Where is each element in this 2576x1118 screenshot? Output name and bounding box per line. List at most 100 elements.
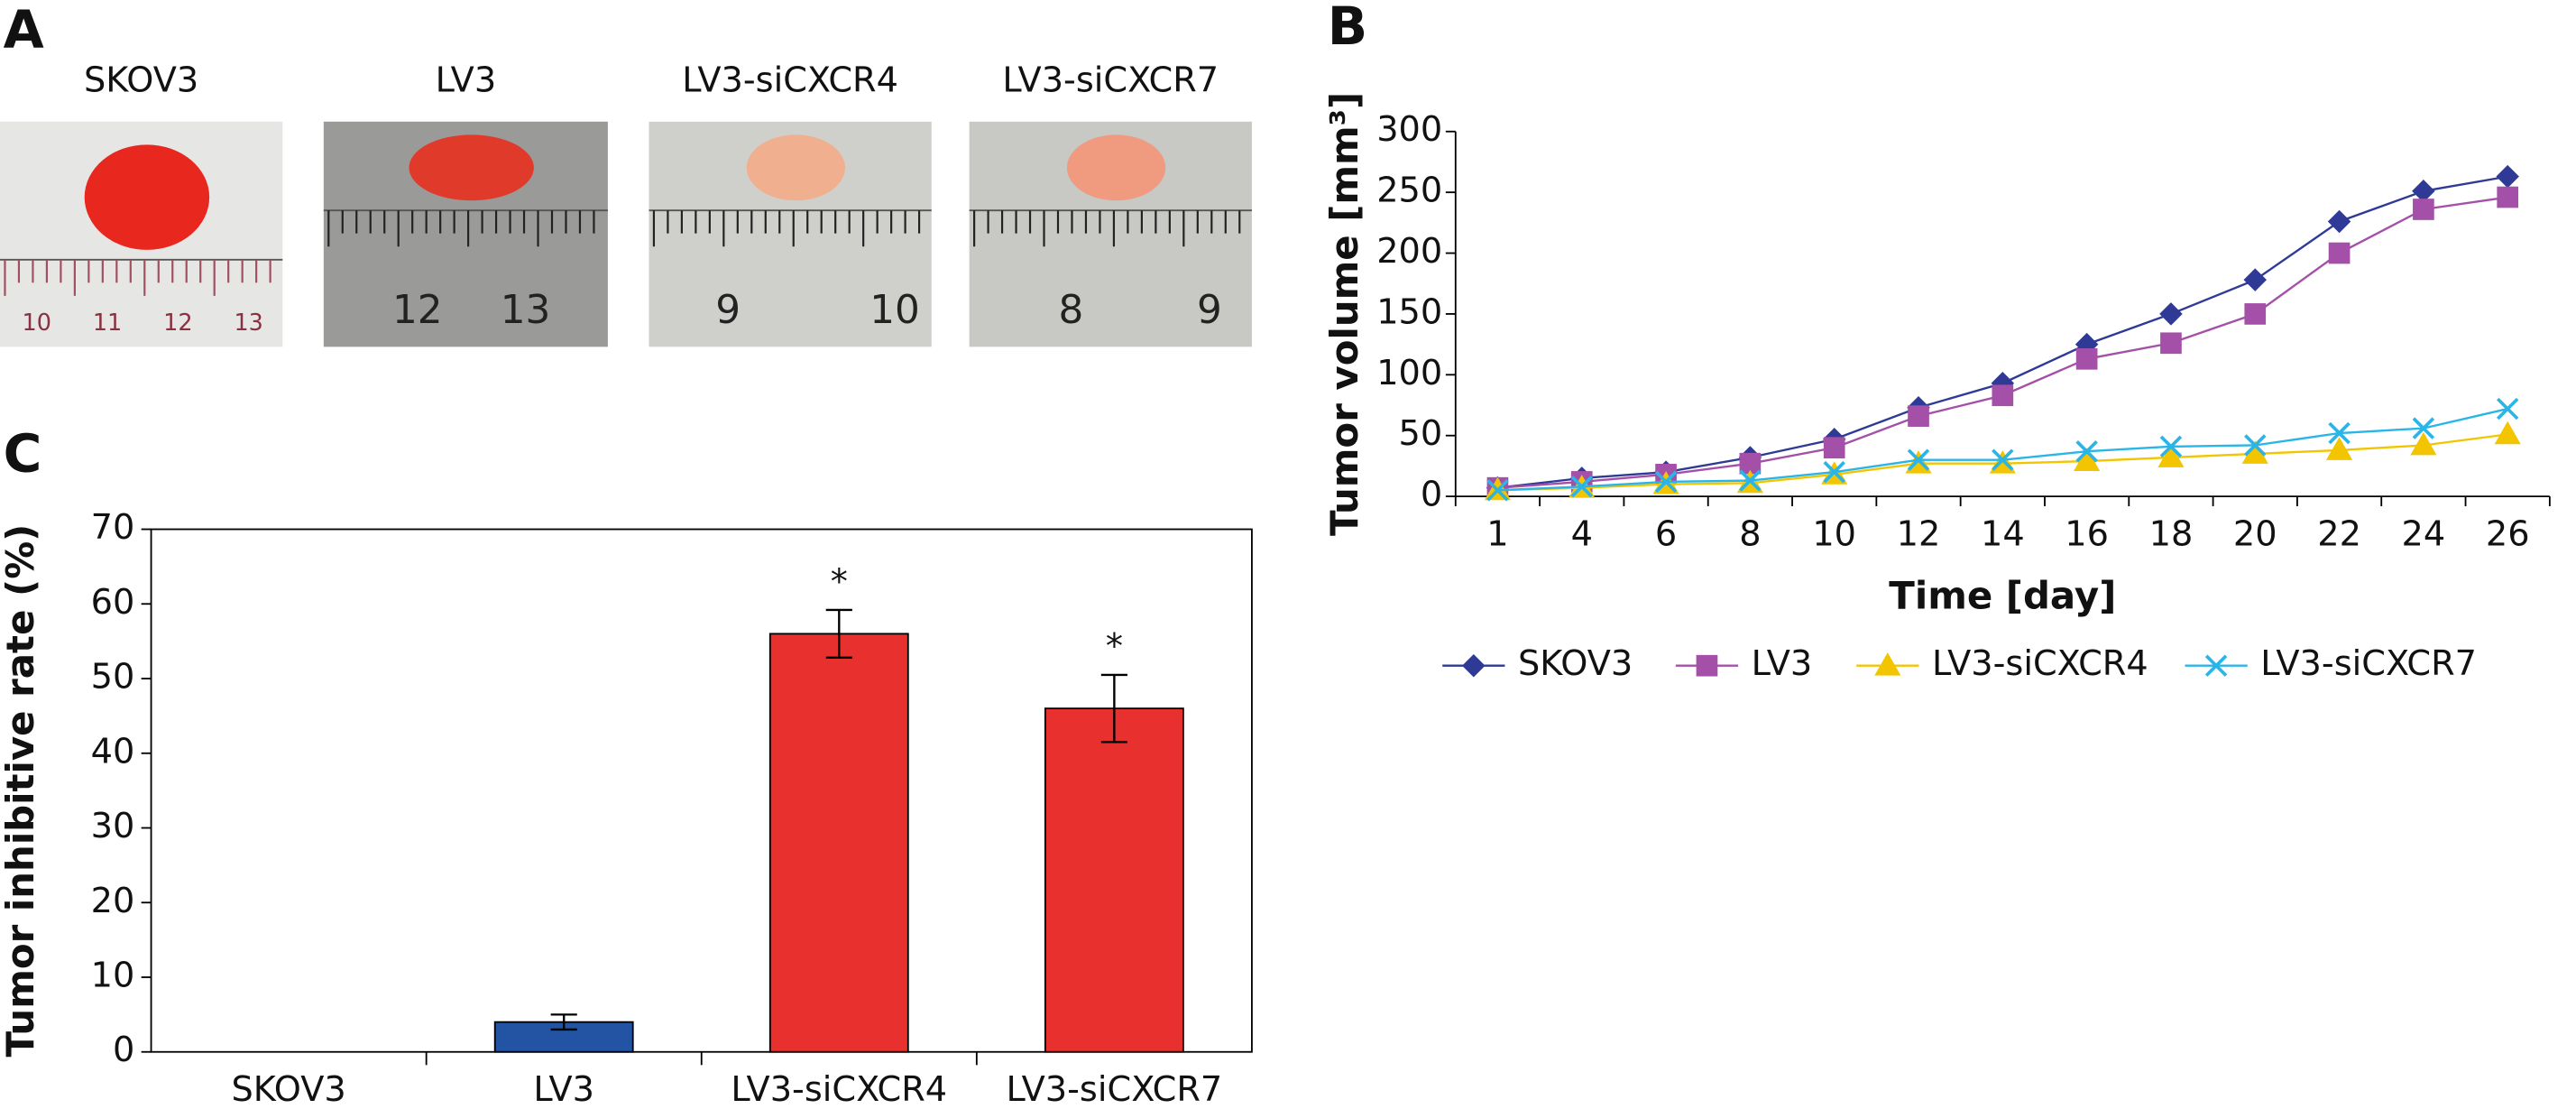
marker — [2412, 417, 2435, 439]
marker — [2160, 332, 2182, 355]
legend-label: LV3-siCXCR7 — [2260, 643, 2477, 684]
y-tick-label: 0 — [1421, 475, 1442, 515]
marker — [1908, 405, 1929, 427]
ruler-label: 9 — [1197, 287, 1222, 333]
y-tick-label: 40 — [91, 731, 135, 772]
x-tick-label: 22 — [2317, 513, 2361, 554]
marker — [2328, 242, 2351, 264]
y-tick-label: 30 — [91, 806, 135, 846]
marker — [1654, 470, 1678, 494]
marker — [2243, 268, 2268, 291]
ruler-label: 9 — [715, 287, 741, 333]
marker — [1696, 654, 1718, 677]
marker — [2159, 302, 2183, 326]
ruler-label: 11 — [93, 310, 122, 337]
legend-label: LV3-siCXCR4 — [1932, 643, 2148, 684]
marker — [1907, 448, 1930, 471]
error-bar — [825, 608, 852, 660]
x-tick-label: 12 — [1897, 513, 1941, 554]
series-line — [1497, 196, 2508, 489]
marker — [1739, 452, 1762, 475]
significance-mark: * — [831, 561, 848, 602]
x-tick-label: 26 — [2486, 513, 2530, 554]
marker — [2410, 431, 2437, 456]
marker — [2494, 420, 2521, 445]
y-tick-label: 150 — [1376, 291, 1442, 332]
marker — [2157, 444, 2185, 467]
marker — [1823, 437, 1845, 459]
x-tick-label: 6 — [1655, 513, 1677, 554]
marker — [2497, 186, 2519, 208]
marker — [2241, 440, 2268, 464]
marker — [1570, 476, 1593, 498]
marker — [1992, 384, 2014, 407]
y-tick-label: 250 — [1376, 171, 1442, 211]
y-tick-label: 70 — [91, 507, 135, 548]
marker — [2496, 164, 2519, 189]
marker — [1739, 469, 1762, 492]
x-tick-label: LV3 — [533, 1069, 594, 1110]
x-tick-label: 8 — [1739, 513, 1761, 554]
tumor — [746, 134, 846, 201]
x-tick-label: 20 — [2233, 513, 2277, 554]
y-tick-label: 50 — [1399, 413, 1443, 454]
y-tick-label: 100 — [1376, 353, 1442, 393]
x-tick-label: 24 — [2402, 513, 2446, 554]
legend-label: SKOV3 — [1518, 643, 1633, 684]
x-tick-label: 18 — [2149, 513, 2194, 554]
marker — [2327, 209, 2351, 234]
ruler-label: 13 — [501, 287, 551, 333]
bar — [1044, 707, 1184, 1053]
y-axis-label: Tumor volume [mm³] — [1322, 92, 1366, 536]
marker — [2075, 440, 2098, 463]
series-line — [1497, 175, 2508, 489]
photo-caption: LV3-siCXCR4 — [682, 60, 898, 101]
y-tick-label: 10 — [91, 956, 135, 996]
tumor — [1066, 134, 1166, 201]
x-axis-label: Time [day] — [1889, 574, 2116, 618]
x-tick-label: LV3-siCXCR4 — [731, 1069, 947, 1110]
x-tick-label: LV3-siCXCR7 — [1007, 1069, 1223, 1110]
tumor — [84, 144, 210, 250]
error-bar — [1100, 673, 1127, 744]
bar — [768, 633, 909, 1053]
marker — [2075, 347, 2098, 370]
marker — [1462, 653, 1486, 678]
legend-label: LV3 — [1752, 643, 1813, 684]
x-tick-label: 16 — [2065, 513, 2109, 554]
marker — [1486, 479, 1509, 502]
photo-caption: SKOV3 — [84, 60, 198, 101]
y-tick-label: 50 — [91, 657, 135, 698]
marker — [2204, 654, 2228, 677]
marker — [1874, 652, 1901, 676]
marker — [1992, 448, 2014, 471]
panel-label: A — [4, 0, 44, 60]
y-tick-label: 200 — [1376, 231, 1442, 272]
y-axis-label: Tumor inhibitive rate (%) — [0, 524, 42, 1058]
marker — [2413, 199, 2434, 220]
marker — [1823, 460, 1845, 484]
x-tick-label: 1 — [1486, 513, 1508, 554]
marker — [2244, 434, 2267, 457]
marker — [2496, 397, 2519, 420]
marker — [2328, 421, 2351, 445]
marker — [2159, 435, 2183, 458]
ruler-label: 13 — [234, 310, 262, 337]
photo-caption: LV3 — [436, 60, 497, 101]
significance-mark: * — [1106, 626, 1123, 667]
photo-caption: LV3-siCXCR7 — [1002, 60, 1219, 101]
y-tick-label: 0 — [113, 1030, 134, 1070]
x-tick-label: 4 — [1571, 513, 1593, 554]
error-bar — [550, 1013, 577, 1031]
panel-label: C — [4, 422, 42, 484]
marker — [2074, 448, 2101, 471]
x-tick-label: 14 — [1981, 513, 2025, 554]
x-tick-label: 10 — [1812, 513, 1856, 554]
x-tick-label: SKOV3 — [232, 1069, 346, 1110]
ruler-label: 10 — [23, 310, 51, 337]
ruler-label: 12 — [392, 287, 443, 333]
y-tick-label: 300 — [1376, 109, 1442, 150]
y-tick-label: 20 — [91, 881, 135, 921]
y-tick-label: 60 — [91, 582, 135, 623]
ruler-label: 12 — [163, 310, 192, 337]
